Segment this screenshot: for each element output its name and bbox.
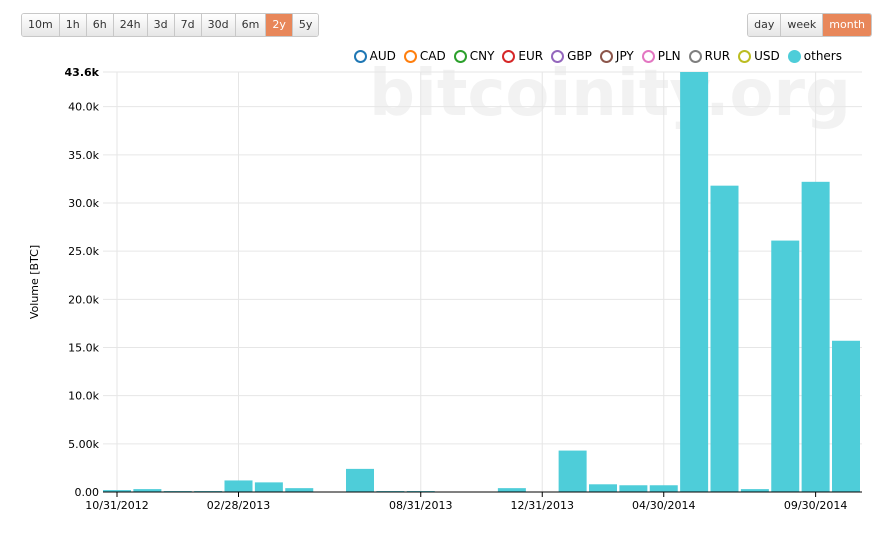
range-button[interactable]: 5y (291, 14, 319, 36)
y-tick-label: 10.0k (68, 390, 99, 403)
period-button[interactable]: day (748, 14, 781, 36)
bar (832, 340, 860, 492)
period-button[interactable]: month (822, 14, 871, 36)
range-button[interactable]: 2y (265, 14, 292, 36)
legend-item[interactable]: CNY (453, 49, 495, 63)
bar (285, 488, 314, 492)
legend: AUD CAD CNY EUR GBP JPY PLN RUR USD others (353, 49, 842, 63)
bar (740, 489, 769, 492)
range-button[interactable]: 6h (85, 14, 113, 36)
y-tick-label: 0.00 (75, 486, 100, 499)
legend-marker (353, 49, 367, 63)
legend-marker (641, 49, 655, 63)
bar (619, 485, 648, 492)
legend-marker (453, 49, 467, 63)
legend-label: RUR (704, 49, 731, 63)
period-buttons: day week month (747, 13, 872, 37)
y-tick-label: 25.0k (68, 245, 99, 258)
x-tick-label: 08/31/2013 (389, 499, 452, 512)
legend-label: GBP (567, 49, 592, 63)
bar (680, 72, 709, 492)
x-tick-label: 09/30/2014 (784, 499, 847, 512)
range-button[interactable]: 6m (234, 14, 266, 36)
range-button[interactable]: 1h (58, 14, 86, 36)
bar (254, 482, 283, 492)
legend-marker (551, 49, 565, 63)
legend-label: CAD (419, 49, 446, 63)
bar (771, 240, 800, 492)
legend-label: EUR (518, 49, 544, 63)
bar (649, 485, 678, 492)
y-tick-label: 15.0k (68, 342, 99, 355)
legend-marker (688, 49, 702, 63)
x-tick-label: 02/28/2013 (207, 499, 270, 512)
legend-label: PLN (657, 49, 681, 63)
legend-label: USD (754, 49, 780, 63)
legend-item[interactable]: CAD (403, 49, 446, 63)
bar (224, 480, 253, 492)
range-button[interactable]: 7d (173, 14, 201, 36)
legend-item[interactable]: others (787, 49, 842, 63)
y-tick-label: 20.0k (68, 293, 99, 306)
legend-item[interactable]: JPY (599, 49, 634, 63)
legend-item[interactable]: AUD (353, 49, 396, 63)
legend-marker (502, 49, 516, 63)
bar (346, 468, 374, 492)
bar (558, 450, 587, 492)
y-tick-label: 43.6k (65, 66, 100, 79)
y-tick-label: 5.00k (68, 438, 99, 451)
legend-item[interactable]: EUR (502, 49, 543, 63)
range-button[interactable]: 24h (112, 14, 147, 36)
range-buttons: 10m 1h 6h 24h 3d 7d 30d 6m 2y 5y (21, 13, 320, 37)
legend-item[interactable]: RUR (688, 49, 731, 63)
y-tick-label: 30.0k (68, 197, 99, 210)
y-tick-label: 35.0k (68, 149, 99, 162)
x-tick-label: 10/31/2012 (85, 499, 148, 512)
bar (133, 489, 162, 492)
bar (801, 181, 830, 492)
bar (589, 484, 617, 492)
legend-marker (738, 49, 752, 63)
legend-marker (403, 49, 417, 63)
legend-marker (599, 49, 613, 63)
bar (710, 185, 739, 492)
legend-label: AUD (369, 49, 396, 63)
y-axis-label: Volume [BTC] (28, 245, 41, 319)
legend-marker (787, 49, 801, 63)
range-button[interactable]: 3d (146, 14, 174, 36)
x-tick-label: 12/31/2013 (511, 499, 574, 512)
period-button[interactable]: week (780, 14, 823, 36)
legend-label: JPY (615, 49, 634, 63)
x-tick-label: 04/30/2014 (632, 499, 695, 512)
bar (497, 488, 526, 492)
y-tick-label: 40.0k (68, 101, 99, 114)
bar (103, 490, 131, 492)
legend-label: others (803, 49, 842, 63)
range-button[interactable]: 10m (22, 14, 59, 36)
legend-item[interactable]: GBP (551, 49, 592, 63)
range-button[interactable]: 30d (200, 14, 235, 36)
legend-item[interactable]: USD (738, 49, 780, 63)
legend-label: CNY (469, 49, 495, 63)
legend-item[interactable]: PLN (641, 49, 681, 63)
watermark: bitcoinity.org (369, 57, 851, 131)
